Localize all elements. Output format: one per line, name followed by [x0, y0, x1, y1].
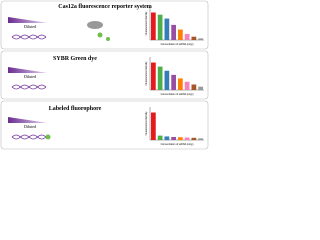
- bar: [178, 78, 183, 90]
- bar: [151, 12, 156, 40]
- y-axis-label: Fluorescence intensity: [145, 61, 148, 86]
- panels: Cas12a fluorescence reporter system Dilut…: [0, 0, 209, 150]
- dna-strand: [11, 134, 47, 140]
- dna-strand: [11, 84, 47, 90]
- bar: [157, 135, 163, 140]
- bar: [191, 84, 197, 90]
- panel-border: [0, 50, 209, 100]
- panel-title: SYBR Green dye: [53, 56, 97, 62]
- bar: [184, 33, 190, 40]
- bar: [164, 70, 170, 90]
- dilution-wedge: [8, 67, 48, 73]
- x-axis-label: Concentration of ssDNA (copy): [161, 43, 194, 46]
- x-axis-label: Concentration of ssDNA (copy): [161, 143, 194, 146]
- figure: Cas12a fluorescence reporter system Dilut…: [0, 0, 209, 150]
- tube-icon: [87, 21, 103, 29]
- bar: [171, 136, 176, 140]
- bar: [157, 14, 163, 40]
- panel-border: [0, 0, 209, 50]
- fluorophore-dot: [45, 134, 51, 140]
- dilution-wedge: [8, 117, 48, 123]
- bar: [198, 86, 203, 90]
- bar: [184, 137, 190, 140]
- panel: SYBR Green dye Diluted Concentration of ss…: [0, 50, 209, 100]
- bar: [184, 81, 190, 90]
- dilution-label: Diluted: [24, 74, 36, 79]
- dilution-wedge: [8, 17, 48, 23]
- bar: [164, 18, 170, 40]
- bar: [164, 136, 170, 140]
- bar: [171, 24, 176, 40]
- fluorescence-dot: [106, 37, 110, 41]
- bar: [178, 29, 183, 40]
- dilution-label: Diluted: [24, 124, 36, 129]
- panel-border: [0, 100, 209, 150]
- x-axis-label: Concentration of ssDNA (copy): [161, 93, 194, 96]
- dilution-label: Diluted: [24, 24, 36, 29]
- panel: Labeled fluorophore Diluted Concentration …: [0, 100, 209, 150]
- y-axis-label: Fluorescence intensity: [145, 11, 148, 36]
- bar: [151, 112, 156, 140]
- dna-strand: [11, 34, 47, 40]
- bar: [198, 38, 203, 40]
- fluorescence-dot: [97, 32, 103, 38]
- bar: [171, 74, 176, 90]
- bar: [157, 66, 163, 90]
- bar: [178, 137, 183, 140]
- bar: [151, 62, 156, 90]
- bar: [191, 137, 197, 140]
- panel-title: Labeled fluorophore: [49, 106, 102, 112]
- bar: [191, 36, 197, 40]
- panel: Cas12a fluorescence reporter system Dilut…: [0, 0, 209, 50]
- panel-title: Cas12a fluorescence reporter system: [58, 4, 151, 10]
- bar: [198, 138, 203, 140]
- y-axis-label: Fluorescence intensity: [145, 111, 148, 136]
